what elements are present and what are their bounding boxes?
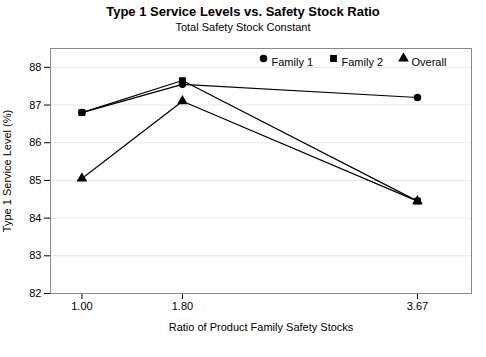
svg-text:Ratio of Product Family Safety: Ratio of Product Family Safety Stocks <box>169 321 354 333</box>
svg-text:Overall: Overall <box>412 56 447 68</box>
svg-text:87: 87 <box>29 99 41 111</box>
svg-text:85: 85 <box>29 174 41 186</box>
svg-text:3.67: 3.67 <box>407 300 428 312</box>
svg-text:83: 83 <box>29 249 41 261</box>
html-text:Total Safety Stock Constant: Total Safety Stock Constant <box>175 21 311 33</box>
svg-text:Type 1 Service Level (%): Type 1 Service Level (%) <box>1 110 13 232</box>
svg-text:82: 82 <box>29 287 41 299</box>
svg-text:88: 88 <box>29 61 41 73</box>
svg-text:84: 84 <box>29 212 41 224</box>
svg-text:86: 86 <box>29 136 41 148</box>
svg-text:1.80: 1.80 <box>172 300 193 312</box>
svg-text:1.00: 1.00 <box>71 300 92 312</box>
svg-text:Family 1: Family 1 <box>272 56 314 68</box>
html-text:Type 1 Service Levels vs. Safe: Type 1 Service Levels vs. Safety Stock R… <box>106 4 380 19</box>
svg-text:Family 2: Family 2 <box>342 56 384 68</box>
